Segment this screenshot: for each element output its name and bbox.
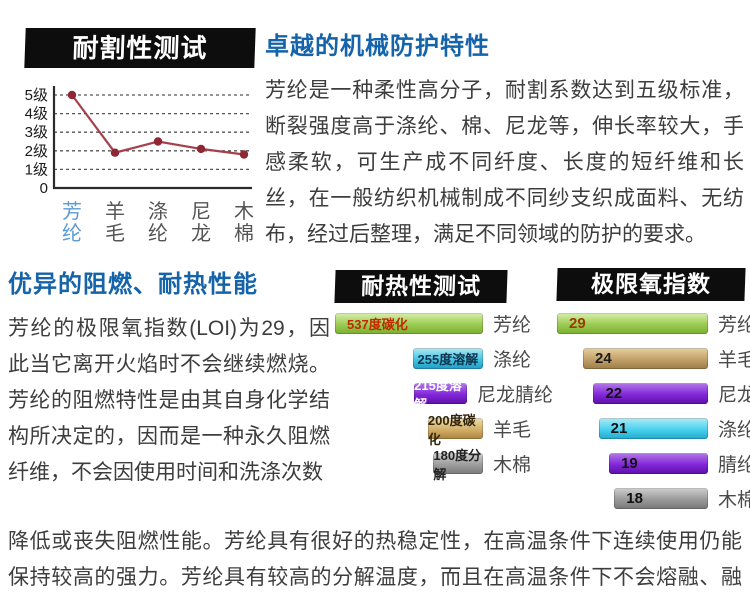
bar-row: 180度分解 木棉: [335, 448, 553, 482]
bar-row: 18 木棉: [557, 485, 750, 512]
bar-category-label: 木棉: [718, 490, 750, 511]
bottom-section: 优异的阻燃、耐热性能 芳纶的极限氧指数(LOI)为29，因此当它离开火焰时不会继…: [0, 264, 750, 520]
bar: 18: [614, 488, 708, 509]
svg-text:尼龙: 尼龙: [191, 201, 211, 245]
svg-text:涤纶: 涤纶: [148, 200, 168, 245]
bar-track: 537度碳化: [335, 313, 483, 334]
bar-track: 22: [557, 383, 708, 404]
flame-section-body-left: 芳纶的极限氧指数(LOI)为29，因此当它离开火焰时不会继续燃烧。芳纶的阻燃特性…: [8, 317, 330, 484]
bar-track: 24: [557, 348, 708, 369]
bar: 29: [557, 313, 708, 334]
bar-value-label: 21: [610, 420, 628, 437]
cut-chart-plot: 1级 2级 3级 4级 5级 0 芳纶 羊毛 涤纶 尼龙 木棉: [0, 78, 265, 256]
cut-chart-title: 耐割性测试: [24, 28, 256, 68]
bar: 537度碳化: [335, 313, 483, 334]
svg-text:木棉: 木棉: [234, 200, 254, 245]
bar-category-label: 尼龙: [718, 385, 750, 406]
svg-text:3级: 3级: [25, 124, 48, 141]
bar-row: 29 芳纶: [557, 310, 750, 337]
bar: 200度碳化: [427, 413, 483, 447]
bar-value-label: 18: [626, 490, 643, 507]
bar-category-label: 木棉: [493, 455, 532, 476]
bar-track: 29: [557, 313, 708, 334]
bar-value-label: 22: [605, 385, 623, 402]
bar-category-label: 芳纶: [718, 315, 750, 336]
bar: 255度溶解: [412, 348, 483, 369]
heat-chart-bars: 537度碳化 芳纶 255度溶解 涤纶 215度溶解 尼龙腈纶 200度碳化 羊毛 180度分解…: [335, 310, 553, 482]
svg-text:2级: 2级: [25, 143, 48, 160]
bar-value-label: 180度分解: [433, 447, 482, 482]
bar-value-label: 29: [569, 315, 586, 332]
bar-category-label: 羊毛: [718, 350, 750, 371]
loi-chart-bars: 29 芳纶 24 羊毛 22 尼龙 21 涤纶 19 腈纶 18 木棉: [557, 310, 750, 512]
bar-row: 21 涤纶: [557, 415, 750, 442]
bar: 24: [583, 348, 708, 369]
bar-track: 255度溶解: [335, 348, 483, 369]
loi-chart-title: 极限氧指数: [556, 268, 746, 301]
bar-value-label: 215度溶解: [414, 377, 462, 412]
bar-track: 18: [557, 488, 708, 509]
svg-text:0: 0: [40, 180, 48, 197]
flame-retardant-section: 优异的阻燃、耐热性能 芳纶的极限氧指数(LOI)为29，因此当它离开火焰时不会继…: [0, 264, 330, 520]
bar-category-label: 涤纶: [493, 350, 532, 371]
svg-text:1级: 1级: [25, 161, 48, 178]
bar-category-label: 芳纶: [493, 315, 532, 336]
bar-category-label: 涤纶: [718, 420, 750, 441]
bar-track: 215度溶解: [335, 378, 467, 412]
bar: 19: [609, 453, 708, 474]
bar-value-label: 255度溶解: [417, 352, 479, 367]
bar: 22: [593, 383, 708, 404]
bar-track: 200度碳化: [335, 413, 483, 447]
mech-section-title: 卓越的机械防护特性: [265, 33, 490, 60]
bar: 215度溶解: [414, 378, 467, 412]
bar-row: 215度溶解 尼龙腈纶: [335, 378, 553, 412]
bar-category-label: 尼龙腈纶: [476, 385, 553, 406]
top-section: 耐割性测试 1级 2级 3级 4级 5级 0 芳纶 羊毛 涤纶 尼龙 木棉 卓越的机械防护特性 芳纶…: [0, 0, 750, 256]
cut-resistance-chart: 耐割性测试 1级 2级 3级 4级 5级 0 芳纶 羊毛 涤纶 尼龙 木棉: [0, 0, 265, 256]
svg-text:4级: 4级: [25, 106, 48, 123]
bar-row: 19 腈纶: [557, 450, 750, 477]
bar-value-label: 200度碳化: [427, 412, 476, 447]
bar-row: 200度碳化 羊毛: [335, 413, 553, 447]
bar-track: 180度分解: [335, 448, 483, 482]
bar: 180度分解: [433, 448, 483, 482]
heat-resistance-chart: 耐热性测试 537度碳化 芳纶 255度溶解 涤纶 215度溶解 尼龙腈纶 200度碳化 羊毛…: [330, 264, 553, 520]
mechanical-protection-section: 卓越的机械防护特性 芳纶是一种柔性高分子，耐割系数达到五级标准，断裂强度高于涤纶…: [265, 0, 750, 256]
mech-section-body: 芳纶是一种柔性高分子，耐割系数达到五级标准，断裂强度高于涤纶、棉、尼龙等，伸长率…: [265, 79, 744, 246]
svg-text:芳纶: 芳纶: [62, 200, 82, 245]
bar-track: 21: [557, 418, 708, 439]
svg-text:羊毛: 羊毛: [105, 200, 125, 245]
flame-section-body-bottom: 降低或丧失阻燃性能。芳纶具有很好的热稳定性，在高温条件下连续使用仍能保持较高的强…: [8, 530, 742, 589]
bar-row: 537度碳化 芳纶: [335, 310, 553, 337]
bar-row: 255度溶解 涤纶: [335, 345, 553, 372]
heat-chart-title: 耐热性测试: [334, 270, 508, 303]
bar-category-label: 腈纶: [718, 455, 750, 476]
bar-value-label: 537度碳化: [347, 317, 408, 332]
bar-row: 22 尼龙: [557, 380, 750, 407]
svg-text:5级: 5级: [25, 87, 48, 104]
bar-category-label: 羊毛: [493, 420, 532, 441]
bar-value-label: 19: [621, 455, 638, 472]
bar: 21: [598, 418, 708, 439]
flame-section-title: 优异的阻燃、耐热性能: [8, 271, 258, 298]
limiting-oxygen-index-chart: 极限氧指数 29 芳纶 24 羊毛 22 尼龙 21 涤纶 19 腈纶 18 木棉: [556, 264, 750, 520]
bar-row: 24 羊毛: [557, 345, 750, 372]
bar-track: 19: [557, 453, 708, 474]
bar-value-label: 24: [595, 350, 612, 367]
